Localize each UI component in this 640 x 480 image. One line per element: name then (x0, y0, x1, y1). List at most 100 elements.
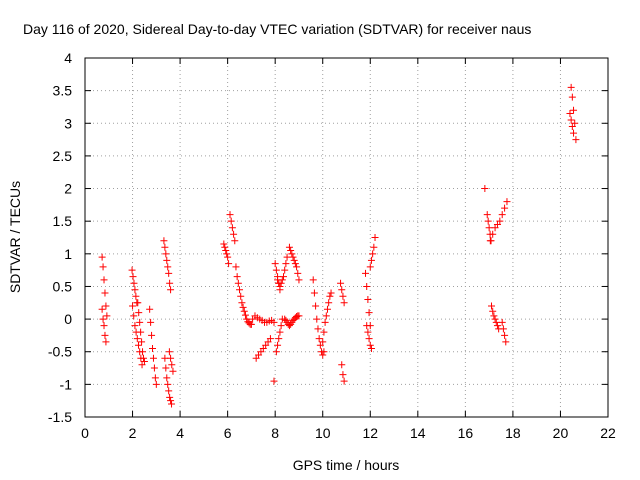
data-point (370, 243, 378, 251)
data-point (285, 243, 293, 251)
data-point (567, 116, 575, 124)
x-tick-label: 6 (224, 425, 232, 441)
data-point (231, 237, 239, 245)
data-point (137, 328, 145, 336)
data-point (288, 250, 296, 258)
x-tick-label: 18 (505, 425, 521, 441)
data-point (492, 318, 500, 326)
data-point (129, 273, 137, 281)
data-point (340, 299, 348, 307)
data-point (362, 269, 370, 277)
y-tick-label: 1.5 (53, 213, 73, 229)
data-point (314, 325, 322, 333)
data-point (101, 331, 109, 339)
data-point (491, 315, 499, 323)
data-point (367, 256, 375, 264)
data-point (277, 322, 285, 330)
data-point (488, 302, 496, 310)
data-point (363, 282, 371, 290)
data-point (271, 260, 279, 268)
data-point (282, 260, 290, 268)
data-point (166, 393, 174, 401)
data-point (167, 397, 175, 405)
data-point (276, 282, 284, 290)
x-tick-label: 2 (129, 425, 137, 441)
data-point (237, 292, 245, 300)
y-tick-label: -1 (60, 376, 73, 392)
data-points (98, 83, 580, 408)
axis-ticks (84, 57, 609, 418)
data-point (567, 83, 575, 91)
data-point (340, 377, 348, 385)
data-point (164, 380, 172, 388)
y-tick-label: 0.5 (53, 278, 73, 294)
data-point (130, 279, 138, 287)
data-point (135, 309, 143, 317)
data-point (323, 305, 331, 313)
data-point (139, 354, 147, 362)
data-point (501, 204, 509, 212)
data-point (150, 364, 158, 372)
y-axis-label: SDTVAR / TECUs (7, 181, 23, 293)
data-point (320, 328, 328, 336)
x-tick-label: 8 (271, 425, 279, 441)
data-point (367, 344, 375, 352)
y-tick-label: 3 (64, 115, 72, 131)
data-point (223, 250, 231, 258)
data-point (163, 256, 171, 264)
data-point (319, 351, 327, 359)
data-point (131, 322, 139, 330)
data-point (133, 335, 141, 343)
data-point (496, 217, 504, 225)
data-point (363, 322, 371, 330)
data-point (338, 361, 346, 369)
data-point (130, 312, 138, 320)
data-point (103, 312, 111, 320)
data-point (168, 361, 176, 369)
data-point (152, 380, 160, 388)
data-point (313, 315, 321, 323)
data-point (327, 289, 335, 297)
chart-title: Day 116 of 2020, Sidereal Day-to-day VTE… (23, 21, 531, 37)
data-point (146, 305, 154, 313)
data-point (295, 276, 303, 284)
data-point (225, 260, 233, 268)
y-tick-labels: -1.5 -1 -0.5 0 0.5 1 1.5 2 2.5 3 3.5 4 (48, 50, 72, 425)
data-point (147, 318, 155, 326)
data-point (287, 247, 295, 255)
data-point (566, 109, 574, 117)
data-point (167, 354, 175, 362)
data-point (315, 335, 323, 343)
data-point (501, 331, 509, 339)
data-point (98, 305, 106, 313)
data-point (289, 253, 297, 261)
data-point (164, 263, 172, 271)
y-tick-label: 2.5 (53, 148, 73, 164)
data-point (102, 338, 110, 346)
data-point (283, 253, 291, 261)
data-point (228, 224, 236, 232)
data-point (101, 289, 109, 297)
y-tick-label: 2 (64, 181, 72, 197)
data-point (99, 263, 107, 271)
data-point (272, 348, 280, 356)
data-point (222, 247, 230, 255)
data-point (100, 322, 108, 330)
x-tick-label: 20 (553, 425, 569, 441)
data-point (163, 374, 171, 382)
data-point (276, 328, 284, 336)
data-point (364, 296, 372, 304)
x-tick-label: 0 (81, 425, 89, 441)
data-point (281, 266, 289, 274)
data-point (366, 341, 374, 349)
y-tick-label: 4 (64, 50, 72, 66)
data-point (224, 253, 232, 261)
data-point (570, 106, 578, 114)
x-tick-label: 10 (315, 425, 331, 441)
data-point (161, 243, 169, 251)
y-tick-label: -1.5 (48, 409, 72, 425)
y-tick-label: 1 (64, 246, 72, 262)
data-point (169, 367, 177, 375)
data-point (339, 292, 347, 300)
